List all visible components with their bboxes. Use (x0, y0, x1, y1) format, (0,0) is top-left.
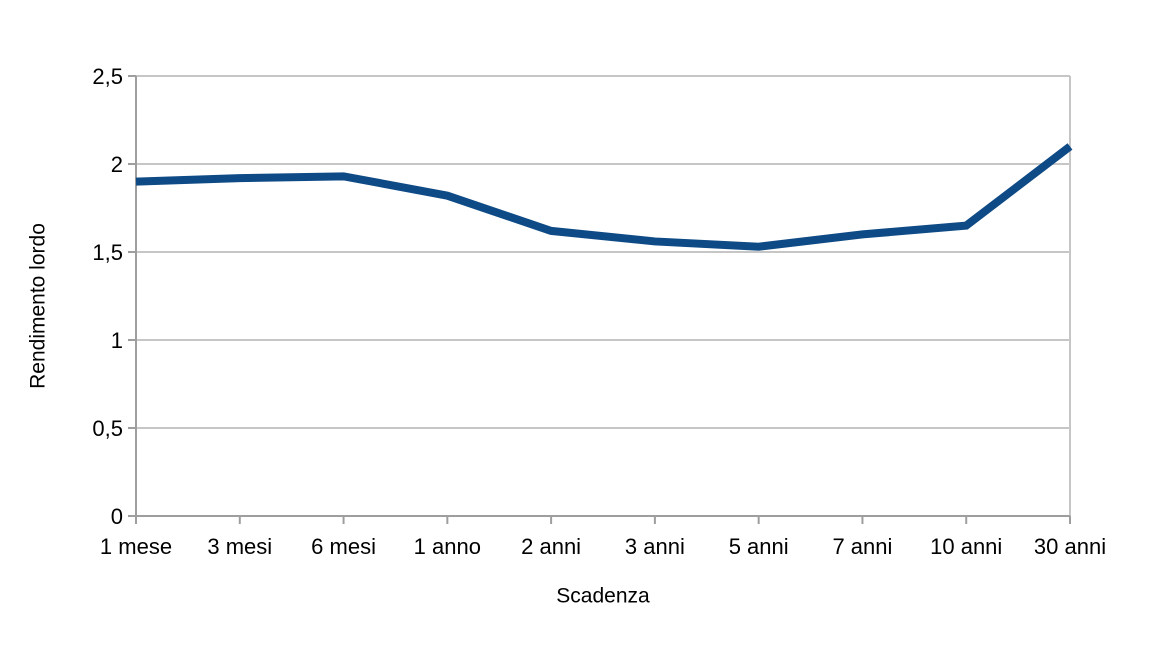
y-tick-label: 2 (111, 152, 123, 177)
x-tick-label: 3 anni (625, 534, 685, 559)
y-tick-label: 0 (111, 504, 123, 529)
y-axis-title: Rendimento lordo (26, 223, 50, 389)
x-tick-label: 7 anni (832, 534, 892, 559)
y-tick-label: 1,5 (92, 240, 123, 265)
x-tick-label: 10 anni (930, 534, 1002, 559)
x-tick-label: 6 mesi (311, 534, 376, 559)
x-tick-label: 1 mese (100, 534, 172, 559)
y-tick-label: 0,5 (92, 416, 123, 441)
x-tick-label: 3 mesi (207, 534, 272, 559)
y-tick-label: 2,5 (92, 64, 123, 89)
x-tick-label: 1 anno (414, 534, 481, 559)
x-axis-title: Scadenza (556, 584, 650, 608)
x-tick-label: 30 anni (1034, 534, 1106, 559)
x-tick-label: 2 anni (521, 534, 581, 559)
data-series-line (135, 143, 1073, 251)
x-tick-label: 5 anni (729, 534, 789, 559)
y-tick-label: 1 (111, 328, 123, 353)
